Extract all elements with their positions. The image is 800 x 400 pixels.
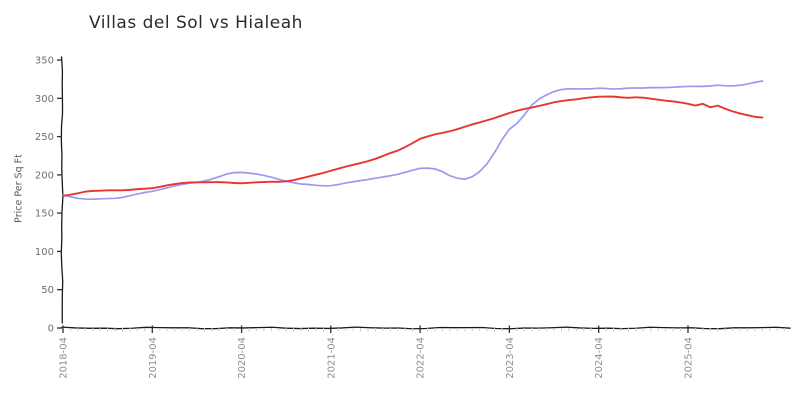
chart-title: Villas del Sol vs Hialeah (89, 13, 303, 33)
x-tick-label: 2021-04 (326, 337, 337, 379)
y-tick-label: 0 (48, 324, 54, 335)
x-axis-spine (61, 326, 791, 330)
y-tick-label: 350 (35, 56, 54, 67)
y-tick-label: 300 (35, 94, 54, 105)
series-line-hialeah (62, 80, 764, 201)
x-tick-label: 2019-04 (148, 337, 159, 379)
x-tick-label: 2022-04 (416, 337, 427, 379)
y-tick-label: 50 (41, 285, 54, 296)
y-tick-label: 200 (35, 170, 54, 181)
x-tick-label: 2018-04 (59, 337, 70, 379)
x-tick-label: 2023-04 (505, 337, 516, 379)
series-line-villas-del-sol (62, 95, 764, 197)
y-tick-label: 150 (35, 209, 54, 220)
y-tick-label: 250 (35, 132, 54, 143)
y-tick-label: 100 (35, 247, 54, 258)
y-axis-spine (60, 56, 64, 324)
x-tick-label: 2025-04 (684, 337, 695, 379)
x-tick-label: 2024-04 (594, 337, 605, 379)
x-tick-label: 2020-04 (237, 337, 248, 379)
y-axis-label: Price Per Sq Ft (13, 154, 25, 223)
